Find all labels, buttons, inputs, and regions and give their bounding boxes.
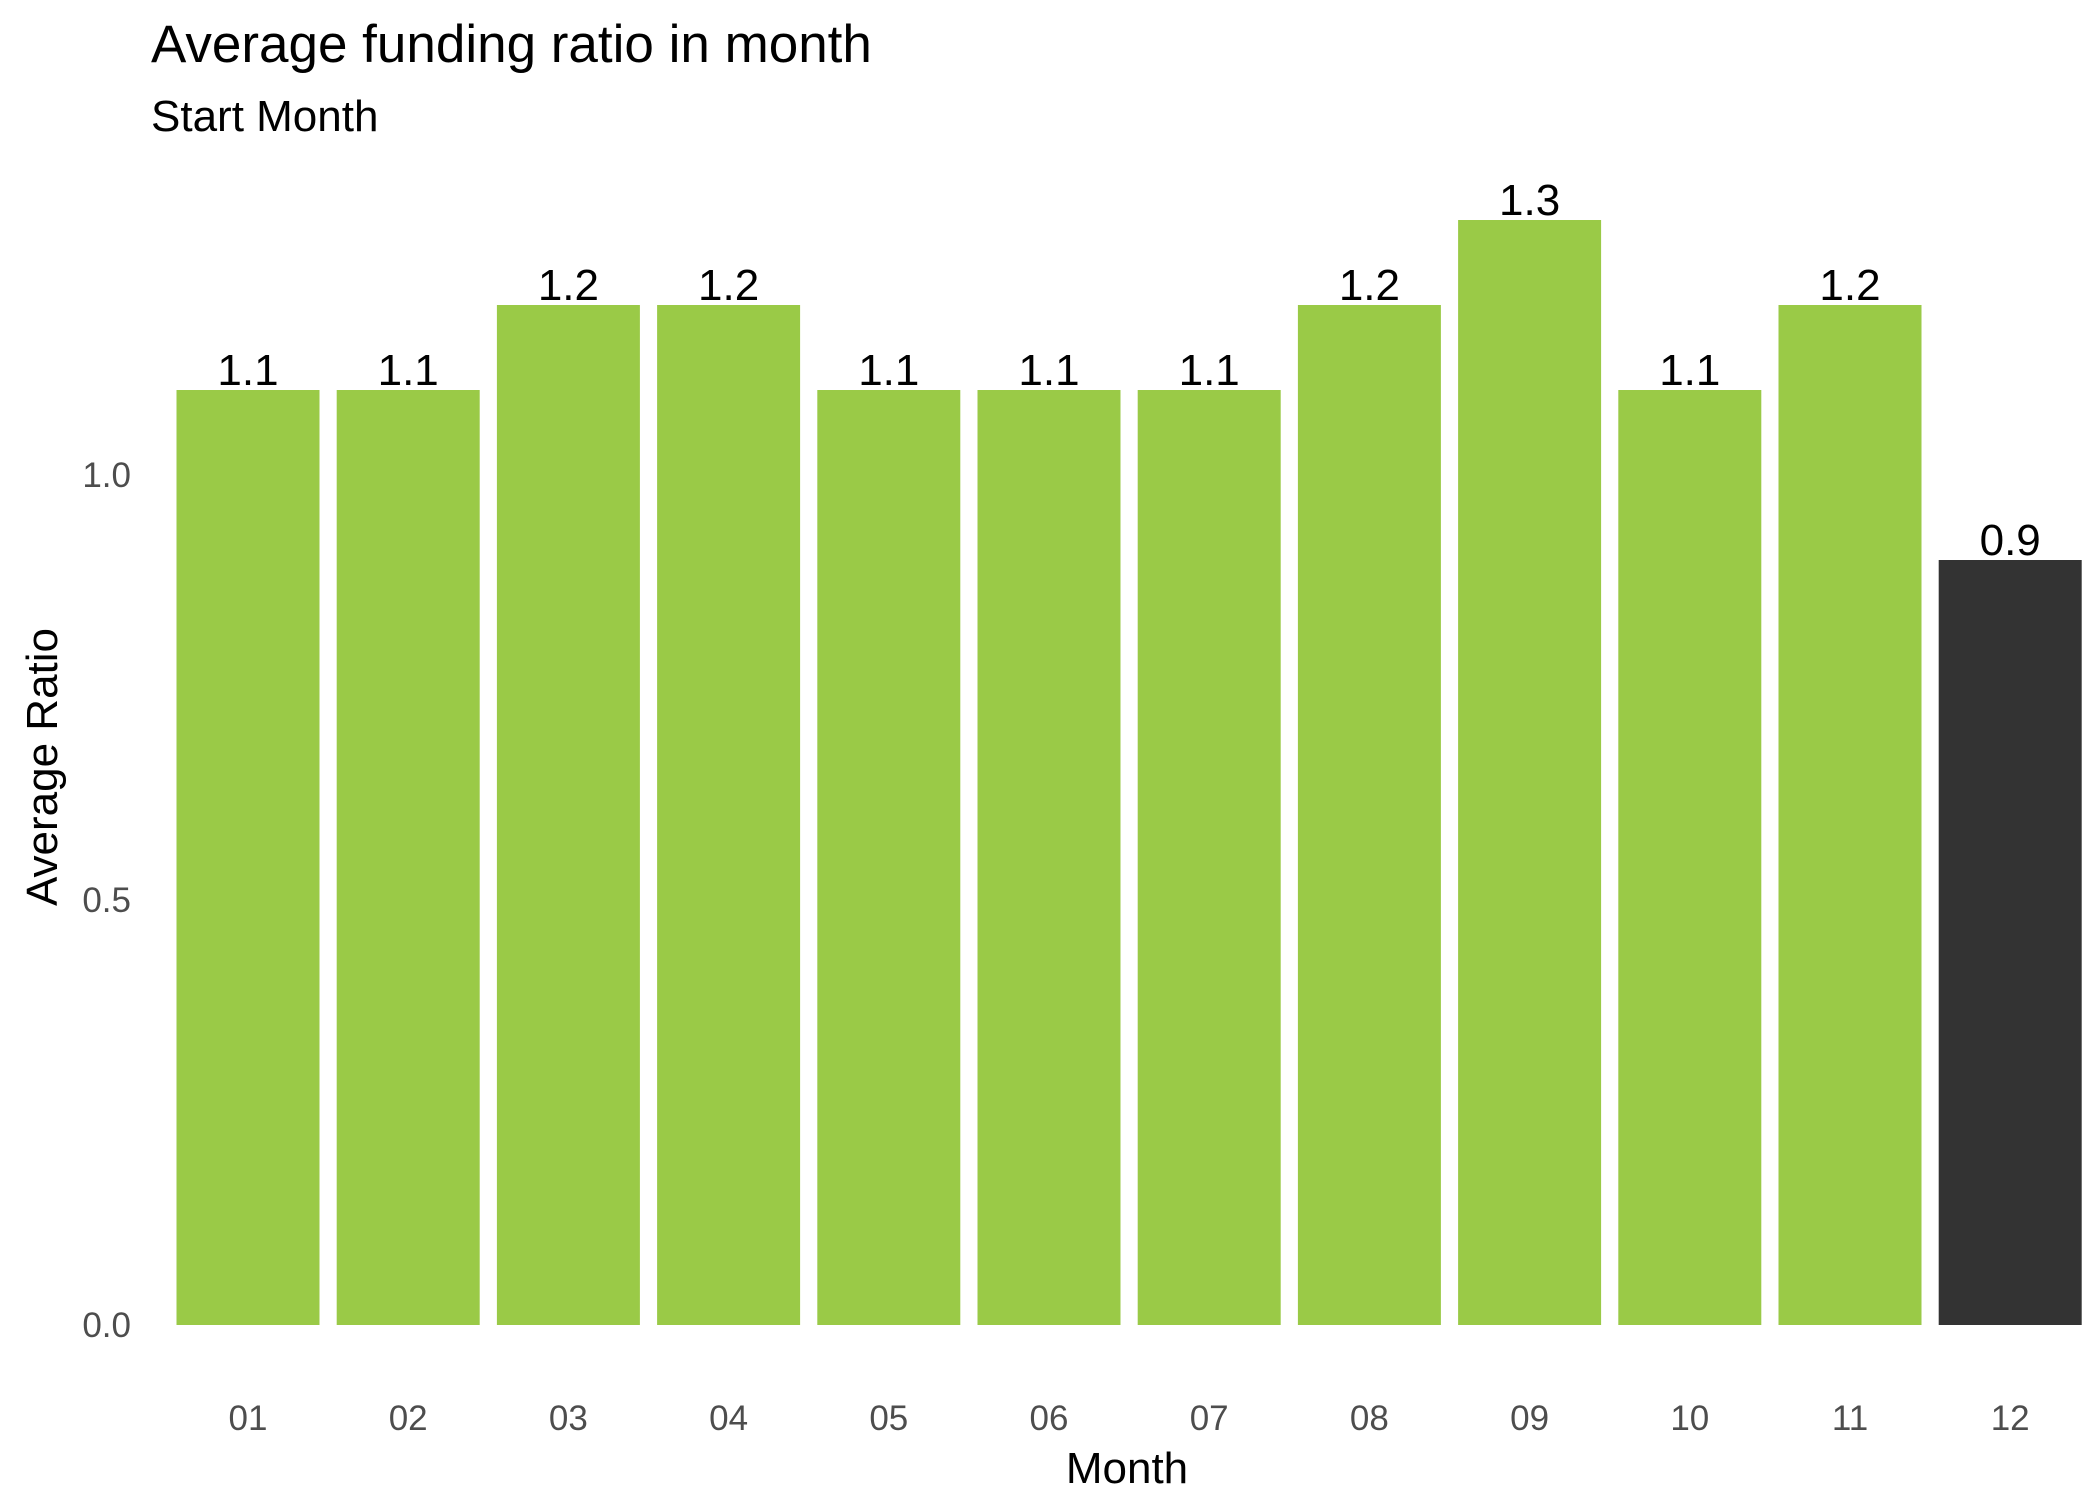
data-label-11: 1.2 [1819,261,1880,310]
bar-11 [1778,305,1922,1325]
x-tick-label-02: 02 [389,1399,428,1438]
chart-title: Average funding ratio in month [151,15,872,74]
bars-group [176,220,2082,1325]
chart-subtitle: Start Month [151,92,378,141]
bar-09 [1458,220,1602,1325]
data-label-12: 0.9 [1980,516,2041,565]
bar-04 [657,305,801,1325]
y-tick-label: 1.0 [82,456,131,495]
bar-07 [1137,390,1281,1325]
y-axis-ticks: 0.0 0.5 1.0 [82,456,131,1345]
x-tick-label-08: 08 [1350,1399,1389,1438]
y-tick-label: 0.0 [82,1306,131,1345]
x-tick-label-01: 01 [229,1399,268,1438]
y-tick-label: 0.5 [82,881,131,920]
data-label-04: 1.2 [698,261,759,310]
data-label-07: 1.1 [1179,346,1240,395]
x-axis-ticks: 01 02 03 04 05 06 07 08 09 10 11 12 [229,1399,2030,1438]
data-label-09: 1.3 [1499,176,1560,225]
bar-05 [817,390,961,1325]
data-label-05: 1.1 [858,346,919,395]
x-tick-label-03: 03 [549,1399,588,1438]
x-tick-label-04: 04 [709,1399,748,1438]
bar-10 [1618,390,1762,1325]
bar-01 [176,390,320,1325]
x-tick-label-07: 07 [1190,1399,1229,1438]
data-label-01: 1.1 [217,346,278,395]
bar-02 [336,390,480,1325]
x-tick-label-06: 06 [1030,1399,1069,1438]
x-tick-label-11: 11 [1832,1399,1868,1438]
data-label-10: 1.1 [1659,346,1720,395]
x-tick-label-09: 09 [1510,1399,1549,1438]
data-label-02: 1.1 [378,346,439,395]
data-labels-group: 1.1 1.1 1.2 1.2 1.1 1.1 1.1 1.2 1.3 1.1 1.2 0.9 [217,176,2040,565]
data-label-08: 1.2 [1339,261,1400,310]
x-tick-label-10: 10 [1670,1399,1709,1438]
y-axis-title: Average Ratio [18,628,67,906]
bar-03 [496,305,640,1325]
data-label-06: 1.1 [1018,346,1079,395]
x-tick-label-05: 05 [869,1399,908,1438]
bar-06 [977,390,1121,1325]
bar-12 [1938,560,2082,1325]
x-tick-label-12: 12 [1991,1399,2030,1438]
data-label-03: 1.2 [538,261,599,310]
bar-08 [1297,305,1441,1325]
x-axis-title: Month [1066,1444,1188,1493]
